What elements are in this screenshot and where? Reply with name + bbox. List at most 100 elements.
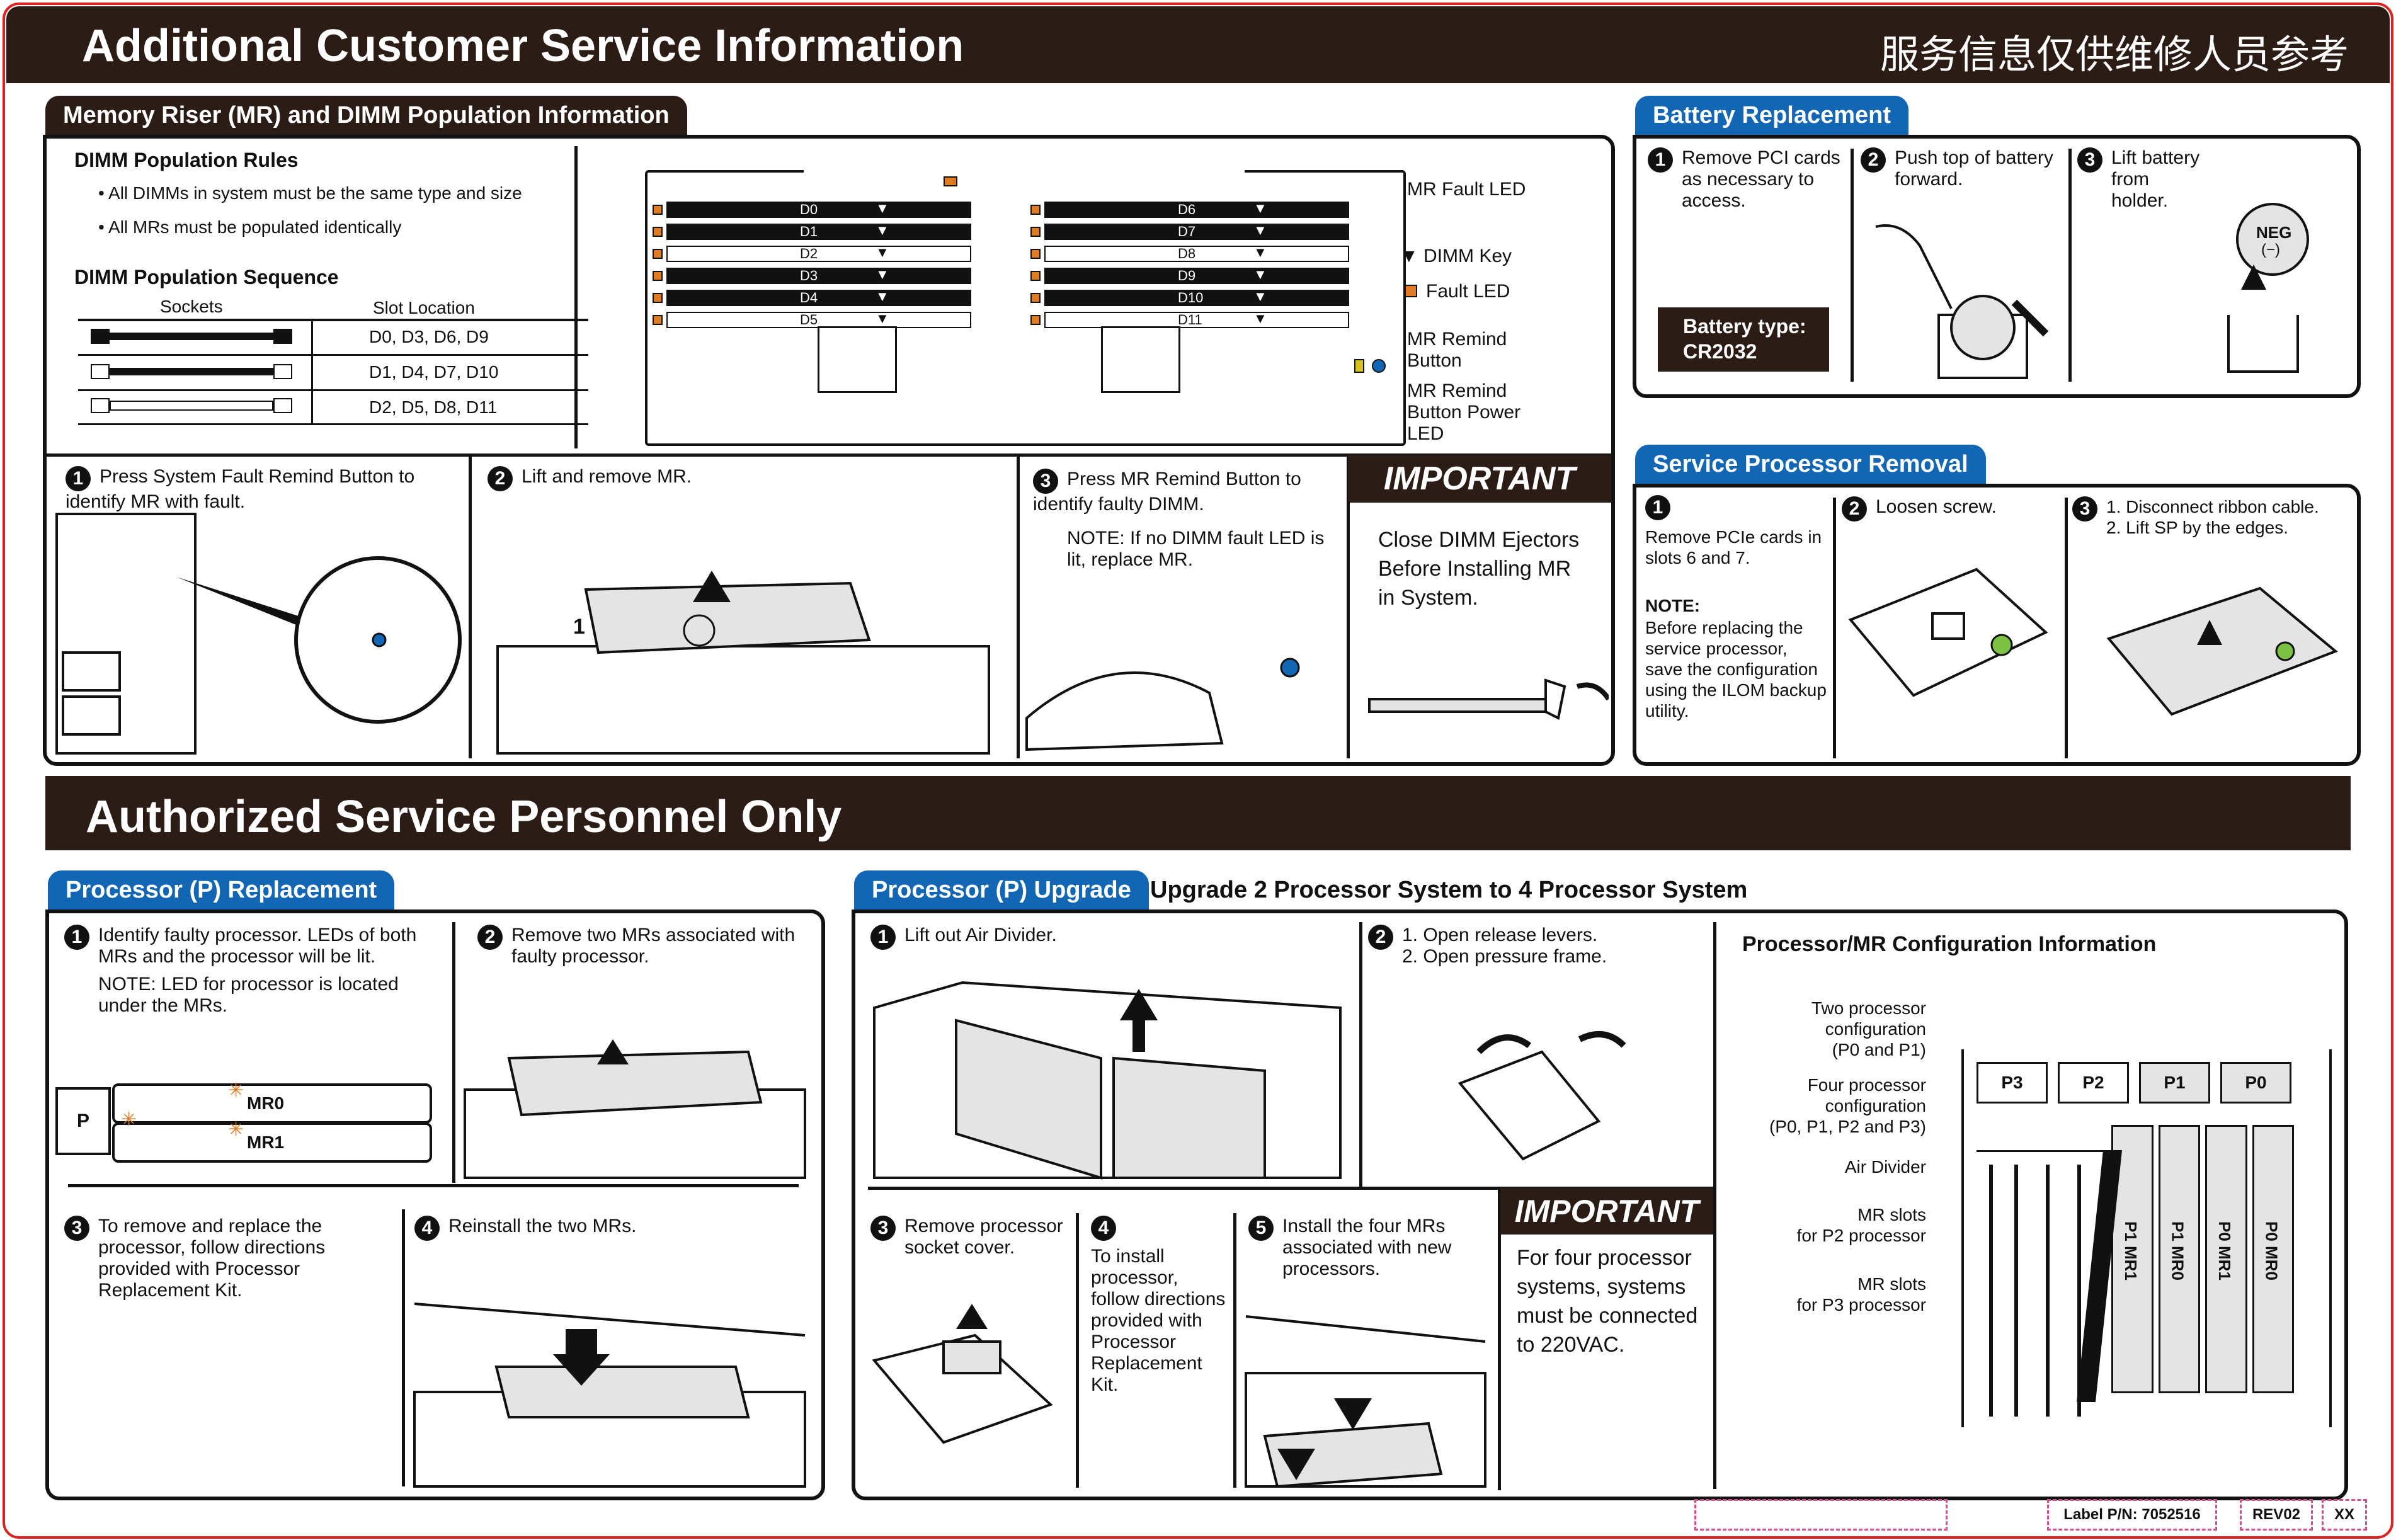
- illustration-air-divider: [873, 981, 1342, 1180]
- dimm-label: D2: [800, 246, 818, 261]
- slot-row-3: D2, D5, D8, D11: [369, 397, 498, 417]
- dimm-key-icon: ▼: [1253, 244, 1267, 260]
- fault-led-icon: [653, 315, 663, 325]
- dimm-label: D3: [800, 268, 818, 283]
- illustration-push-battery: [1875, 224, 2049, 379]
- chinese-title: 服务信息仅供维修人员参考: [1880, 31, 2349, 77]
- mem-step-3: 3 Press MR Remind Button to identify faul…: [1033, 469, 1301, 515]
- dimm-slot: D11 ▼: [1030, 311, 1359, 328]
- sp-step-1: 1 Remove PCIe cards in slots 6 and 7.: [1645, 495, 1828, 568]
- important-text: Close DIMM Ejectors Before Installing MR…: [1378, 528, 1580, 610]
- dimm-key-icon: ▼: [1253, 266, 1267, 282]
- col-slot: Slot Location: [373, 298, 475, 317]
- proc-repl-step-1-note: NOTE: LED for processor is located under…: [98, 974, 399, 1016]
- illustration-socket-cover: [872, 1304, 1053, 1444]
- rule-1: • All DIMMs in system must be the same t…: [98, 183, 522, 203]
- dimm-slot: D9 ▼: [1030, 266, 1359, 284]
- mr-remind-button[interactable]: [1372, 359, 1386, 373]
- mr0-slot: MR0 ✳: [112, 1080, 432, 1124]
- dimm-slot: D3 ▼: [653, 266, 981, 284]
- proc-repl-panel: 1 Identify faulty processor. LEDs of both…: [45, 910, 825, 1500]
- dimm-key-icon: ▼: [1253, 288, 1267, 304]
- illustration-install-mrs: [1245, 1315, 1486, 1488]
- rules-title: DIMM Population Rules: [74, 149, 299, 171]
- slot-row-1: D0, D3, D6, D9: [369, 327, 489, 346]
- fault-led-icon: [653, 293, 663, 303]
- dimm-slot: D2 ▼: [653, 244, 981, 262]
- table-row: [91, 397, 292, 414]
- dimm-label: D5: [800, 312, 818, 328]
- fault-led-icon: [1030, 271, 1041, 281]
- mr-label-p1-mr0: P1 MR0: [2168, 1221, 2188, 1280]
- dimm-key-icon: ▼: [876, 222, 889, 238]
- slot-row-2: D1, D4, D7, D10: [369, 362, 499, 382]
- proc-up-panel: 1 Lift out Air Divider. 2 1. Open release …: [852, 910, 2348, 1500]
- fault-led-icon: [653, 249, 663, 259]
- rev-label: REV02: [2240, 1499, 2313, 1531]
- table-divider: [311, 319, 313, 425]
- illustration-loosen-screw: [1848, 568, 2048, 697]
- dimm-slot: D6 ▼: [1030, 200, 1359, 218]
- mr-label-p0-mr1: P0 MR1: [2215, 1221, 2234, 1280]
- page-title: Additional Customer Service Information: [82, 21, 964, 71]
- neg-symbol: (−): [2261, 241, 2280, 258]
- mem-step-2: 2 Lift and remove MR.: [488, 466, 991, 491]
- illustration-lift-mr: 1: [496, 571, 990, 755]
- ejector-icon: [1368, 678, 1609, 720]
- config-air-divider: Air Divider: [1844, 1157, 1926, 1177]
- dimm-slot: D5 ▼: [653, 311, 981, 328]
- fault-led-label: Fault LED: [1405, 281, 1510, 302]
- dimm-key-label: ▼ DIMM Key: [1400, 246, 1512, 266]
- fault-led-icon: [653, 227, 663, 237]
- mr1-slot: MR1 ✳ ✳: [112, 1109, 432, 1163]
- battery-tab: Battery Replacement: [1635, 96, 1909, 135]
- proc-slot-p2: P2: [2058, 1062, 2129, 1104]
- config-diagram: P3 P2 P1 P0 P1 MR1 P1 MR0 P0 MR1 P0 MR0: [1961, 1049, 2332, 1427]
- dimm-label: D4: [800, 290, 818, 305]
- xx-label: XX: [2322, 1499, 2367, 1531]
- mr0-label: MR0: [247, 1093, 285, 1113]
- dimm-key-icon: ▼: [1253, 200, 1267, 216]
- config-title: Processor/MR Configuration Information: [1742, 932, 2157, 956]
- label-pn: Label P/N: 7052516: [2047, 1499, 2217, 1531]
- proc-repl-step-3: 3 To remove and replace the processor, fo…: [64, 1216, 392, 1301]
- proc-slot-p3: P3: [1977, 1062, 2048, 1104]
- config-p2-slots: MR slots for P2 processor: [1796, 1205, 1926, 1245]
- dimm-slot: D4 ▼: [653, 288, 981, 306]
- illustration-lift-sp: [2106, 586, 2338, 716]
- dimm-slot: D0 ▼: [653, 200, 981, 218]
- proc-up-step-3: 3 Remove processor socket cover.: [870, 1216, 1072, 1258]
- proc-repl-tab: Processor (P) Replacement: [48, 870, 395, 910]
- proc-slot-p0: P0: [2220, 1062, 2291, 1104]
- sp-note-text: Before replacing the service processor, …: [1645, 618, 1827, 721]
- mr-board: D0 ▼ D1 ▼ D2 ▼ D3 ▼ D4 ▼ D5 ▼ D6 ▼ D7 ▼ D8 ▼ D9 ▼ D10 ▼ D11 ▼: [645, 170, 1406, 446]
- dimm-slot: D1 ▼: [653, 222, 981, 240]
- proc-repl-step-4: 4 Reinstall the two MRs.: [414, 1216, 792, 1241]
- fault-led-icon: [653, 271, 663, 281]
- mr-fault-led: [944, 176, 957, 186]
- mr1-label: MR1: [247, 1132, 285, 1152]
- proc-up-tab: Processor (P) Upgrade: [854, 870, 1149, 910]
- dimm-slot: D7 ▼: [1030, 222, 1359, 240]
- sp-step-3: 3 1. Disconnect ribbon cable. 2. Lift SP …: [2072, 496, 2349, 538]
- sp-tab: Service Processor Removal: [1635, 445, 1986, 484]
- dimm-label: D0: [800, 202, 818, 217]
- svg-text:1: 1: [573, 615, 585, 639]
- fault-led-icon: [1030, 249, 1041, 259]
- dimm-label: D1: [800, 224, 818, 239]
- memory-panel: DIMM Population Rules • All DIMMs in sys…: [43, 135, 1615, 766]
- table-rule: [78, 319, 588, 321]
- proc-up-step-2: 2 1. Open release levers. 2. Open pressur…: [1368, 925, 1708, 967]
- proc-repl-step-2: 2 Remove two MRs associated with faulty p…: [477, 925, 805, 967]
- proc-slot-p1: P1: [2139, 1062, 2210, 1104]
- rule-2: • All MRs must be populated identically: [98, 217, 402, 237]
- dimm-key-icon: ▼: [1253, 311, 1267, 326]
- config-four-proc: Four processor configuration (P0, P1, P2…: [1769, 1075, 1926, 1136]
- mr-remind-button-label: MR Remind Button: [1407, 329, 1507, 371]
- proc-up-subtitle: Upgrade 2 Processor System to 4 Processo…: [1150, 877, 1748, 903]
- fault-led-icon: [653, 205, 663, 215]
- battery-step-3: 3 Lift battery from holder.: [2077, 147, 2216, 212]
- dimm-key-icon: ▼: [1253, 222, 1267, 238]
- important-header-2: IMPORTANT: [1500, 1188, 1713, 1235]
- mem-step-1: 1 Press System Fault Remind Button to ide…: [66, 466, 415, 512]
